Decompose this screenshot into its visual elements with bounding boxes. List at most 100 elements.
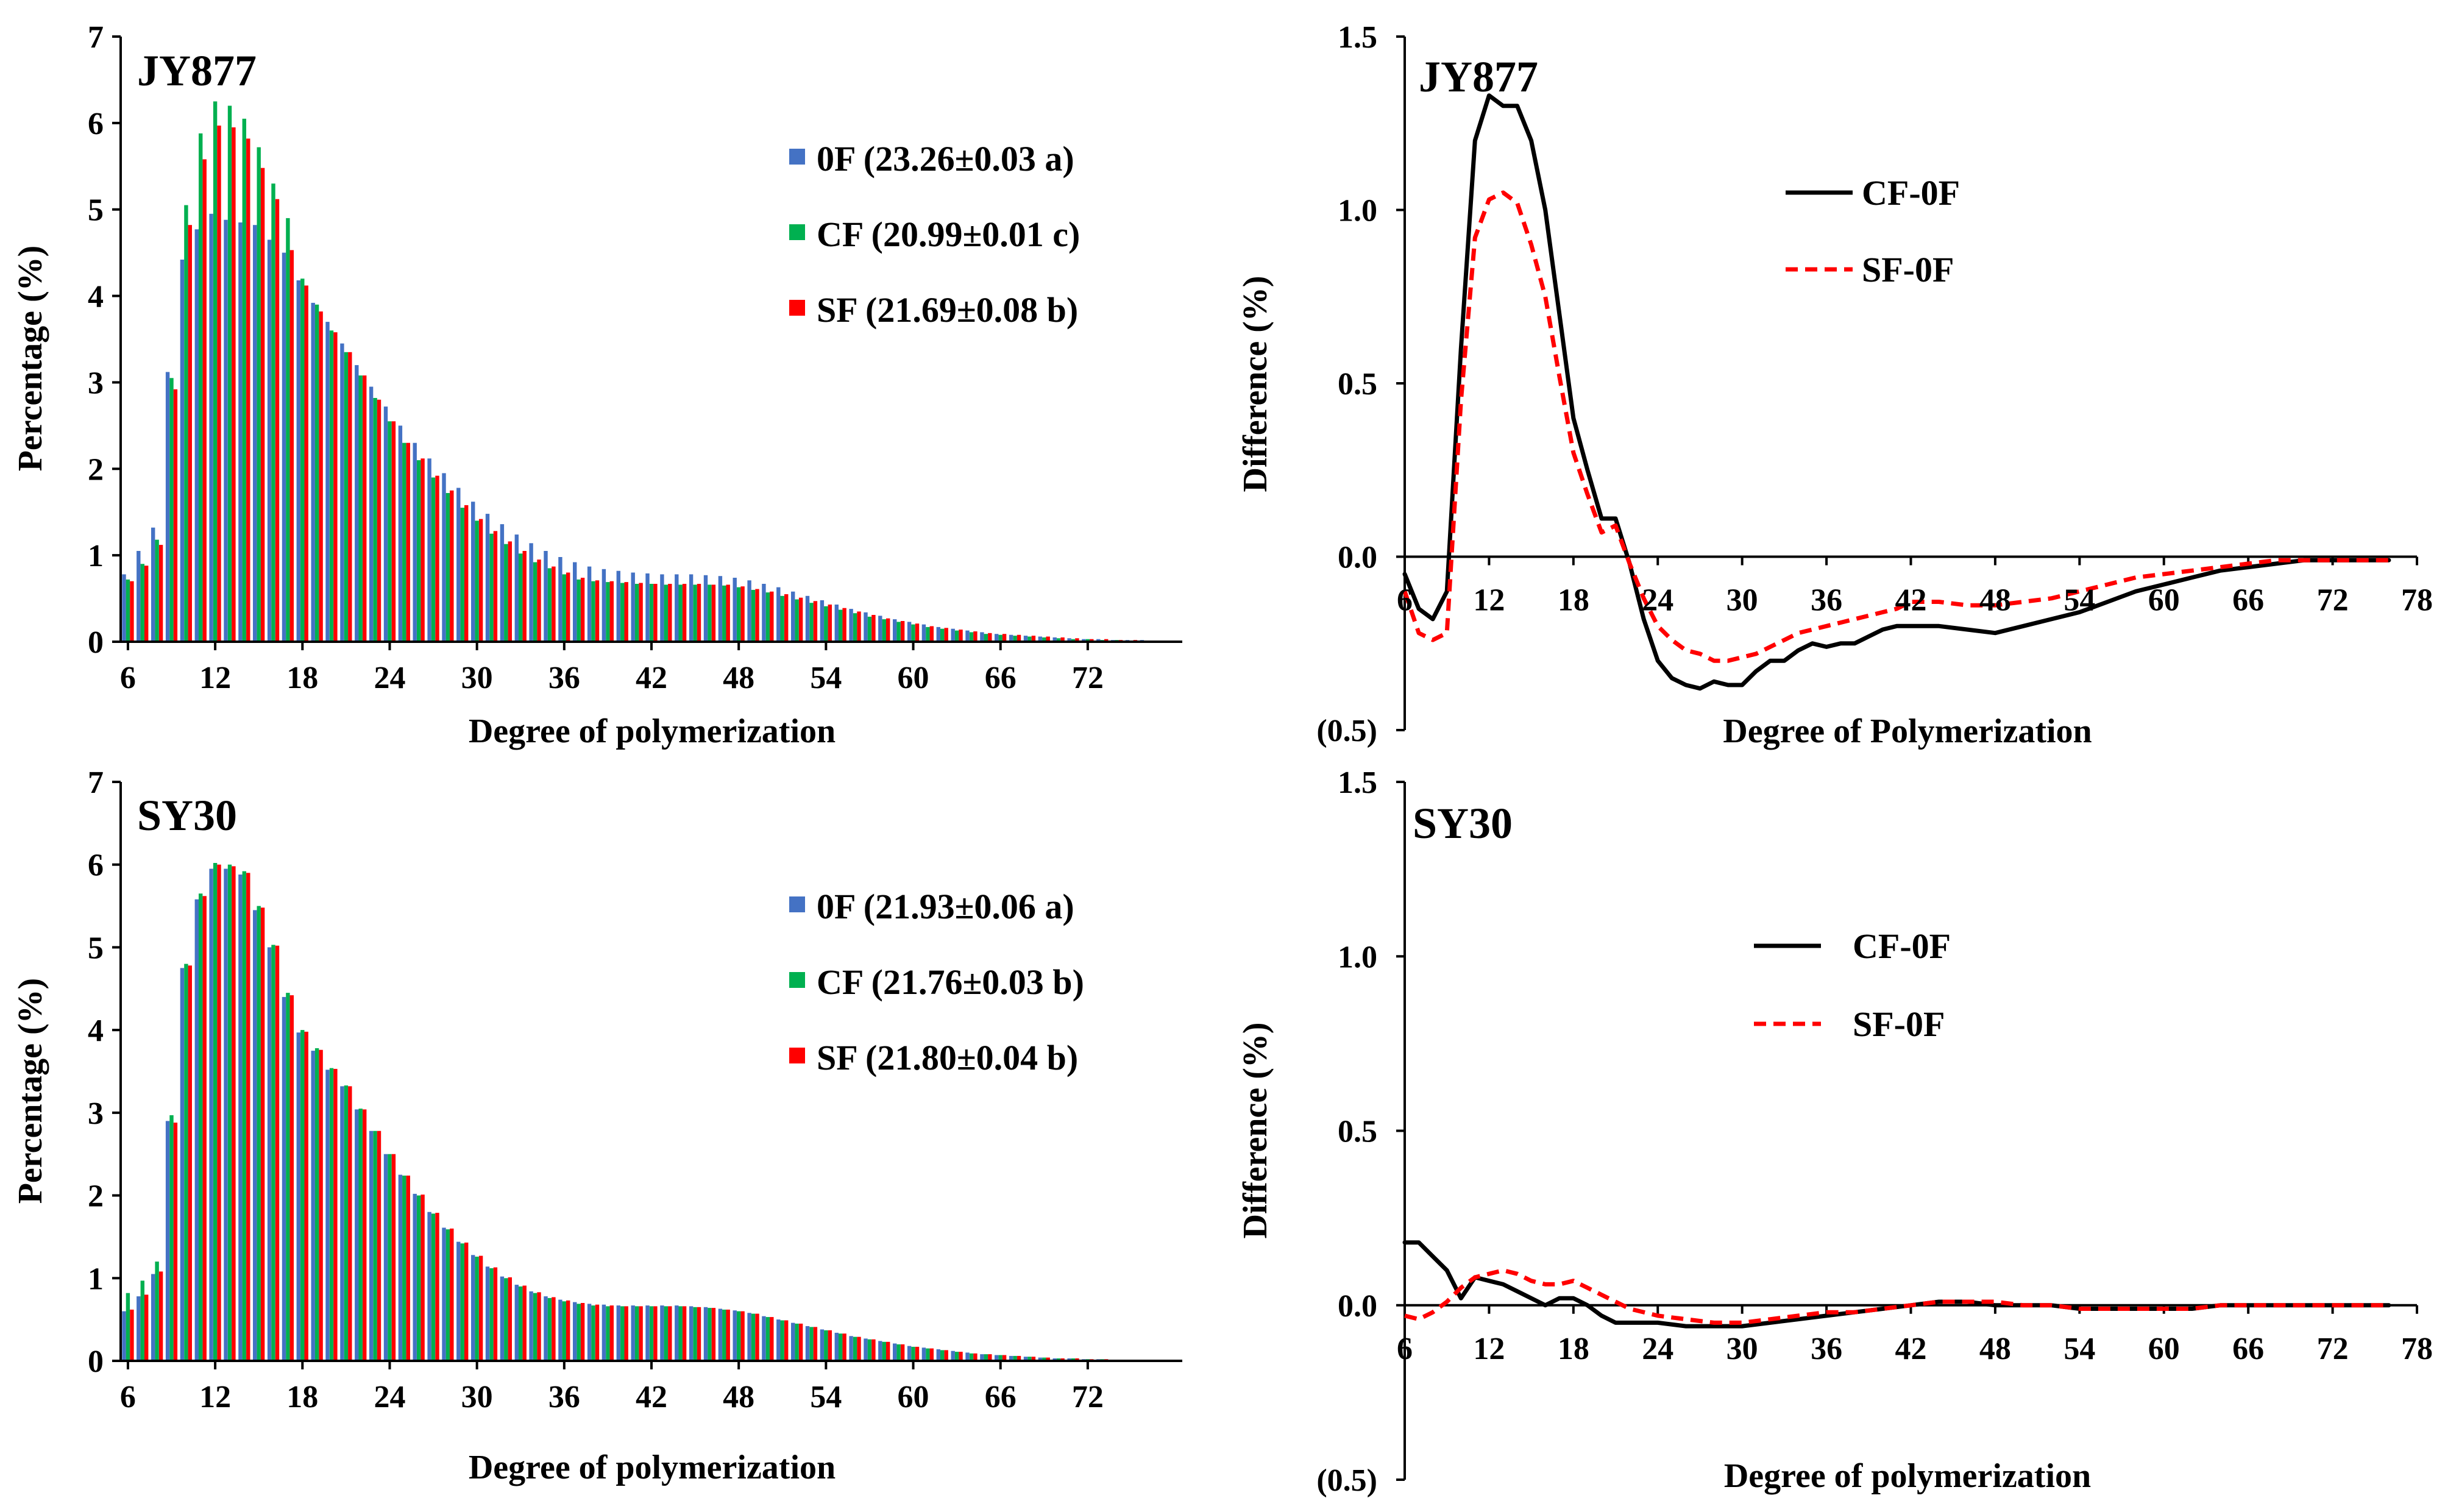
x-tick-label: 54	[810, 661, 842, 695]
bar-sf-dp33	[522, 1285, 527, 1361]
y-axis-label: Difference (%)	[1237, 1022, 1274, 1238]
legend-label-sf: SF-0F	[1853, 1004, 1945, 1044]
bar-sf-dp48	[740, 586, 745, 642]
bar-sf-dp23	[377, 399, 381, 642]
bar-sf-dp44	[682, 1306, 687, 1361]
bar-of-dp37	[573, 1302, 577, 1361]
bar-cf-dp66	[998, 634, 1002, 642]
axes	[1396, 35, 2418, 731]
bar-sf-dp52	[798, 1323, 803, 1361]
bar-of-dp69	[1038, 1357, 1042, 1361]
bar-of-dp47	[718, 576, 723, 642]
bar-sf-dp47	[726, 1309, 730, 1361]
panel-jy877-difference: (0.5) 0.0 0.5 1.0 1.5 6 12 18 24 30 36 42 48 54 60 66 72…	[1237, 20, 2433, 750]
y-tick-label: 4	[88, 280, 104, 314]
y-tick-label: 1.5	[1338, 765, 1377, 800]
x-tick-label: 66	[985, 661, 1017, 695]
bar-sf-dp43	[668, 1306, 672, 1361]
bar-of-dp16	[267, 240, 272, 642]
bar-cf-dp64	[969, 632, 974, 642]
bar-of-dp64	[965, 1352, 970, 1361]
bar-of-dp57	[864, 612, 868, 642]
x-tick-label: 54	[810, 1380, 842, 1414]
x-tick-label: 48	[723, 1380, 754, 1414]
bar-of-dp36	[558, 1299, 562, 1361]
bar-sf-dp66	[1002, 1355, 1007, 1361]
x-tick-label: 60	[898, 1380, 929, 1414]
bar-cf-dp63	[954, 630, 959, 642]
legend: CF-0F SF-0F	[1754, 926, 1951, 1044]
bar-cf-dp42	[649, 1306, 654, 1361]
x-tick-label: 48	[1979, 1332, 2011, 1366]
bar-sf-dp19	[319, 1049, 323, 1361]
bar-of-dp6	[122, 1311, 126, 1361]
bar-of-dp52	[791, 591, 795, 642]
bar-cf-dp34	[533, 1293, 538, 1361]
bar-sf-dp35	[552, 566, 556, 642]
bar-of-dp21	[340, 1086, 344, 1361]
bar-of-dp54	[820, 1329, 825, 1361]
bar-sf-dp59	[900, 1344, 905, 1361]
x-axis-label: Degree of polymerization	[469, 1449, 836, 1486]
bar-sf-dp19	[319, 311, 323, 642]
legend: 0F (21.93±0.06 a) CF (21.76±0.03 b) SF (…	[789, 887, 1084, 1077]
bar-sf-dp35	[552, 1297, 556, 1361]
bar-of-dp19	[311, 1051, 315, 1361]
bar-of-dp44	[675, 1305, 679, 1361]
bar-of-dp34	[529, 543, 533, 642]
bar-sf-dp40	[624, 1306, 628, 1361]
bar-of-dp40	[616, 570, 620, 642]
bar-of-dp57	[864, 1338, 868, 1361]
bar-cf-dp44	[678, 584, 683, 642]
bar-sf-dp42	[653, 584, 658, 642]
x-tick-label: 72	[2317, 583, 2349, 618]
bar-sf-dp31	[493, 531, 498, 642]
bar-of-dp45	[689, 574, 694, 642]
bar-sf-dp21	[348, 352, 352, 642]
bar-cf-dp15	[257, 906, 261, 1361]
legend-label-sf: SF (21.80±0.04 b)	[817, 1038, 1078, 1077]
bar-of-dp62	[936, 626, 940, 642]
chart-title: SY30	[1413, 799, 1513, 848]
bar-sf-dp21	[348, 1086, 352, 1361]
bar-of-dp47	[718, 1308, 723, 1361]
bar-of-dp13	[224, 868, 228, 1361]
line-marks	[1402, 1240, 2391, 1329]
bar-cf-dp34	[533, 562, 538, 642]
legend-swatch-0f	[789, 149, 805, 165]
bar-sf-dp66	[1002, 634, 1007, 642]
bar-cf-dp13	[227, 105, 232, 642]
legend: 0F (23.26±0.03 a) CF (20.99±0.01 c) SF (…	[789, 139, 1080, 330]
x-tick-label: 6	[1397, 1332, 1413, 1366]
bar-cf-dp47	[722, 585, 726, 642]
x-tick-label: 12	[1473, 583, 1505, 618]
bar-cf-dp7	[140, 1280, 144, 1361]
bar-of-dp23	[369, 1130, 374, 1361]
y-tick-label: 1.5	[1338, 20, 1377, 55]
bar-sf-dp39	[609, 1305, 614, 1361]
bar-of-dp12	[209, 868, 213, 1361]
bar-cf-dp23	[373, 1130, 377, 1361]
bar-of-dp8	[151, 1274, 155, 1361]
bar-of-dp73	[1096, 639, 1101, 642]
bar-cf-dp12	[213, 863, 218, 1361]
bar-cf-dp22	[358, 1109, 363, 1361]
bar-sf-dp8	[158, 1271, 163, 1361]
bar-sf-dp68	[1031, 1357, 1036, 1361]
bar-cf-dp7	[140, 564, 144, 642]
bar-sf-dp50	[770, 1317, 774, 1361]
x-tick-label: 24	[1642, 583, 1673, 618]
bar-of-dp20	[325, 1070, 330, 1361]
bar-of-dp69	[1038, 636, 1042, 642]
x-tick-label: 24	[374, 1380, 405, 1414]
bar-sf-dp11	[202, 159, 207, 642]
bar-sf-dp9	[173, 389, 178, 642]
bar-cf-dp59	[896, 1344, 901, 1361]
bar-of-dp60	[907, 622, 912, 642]
bar-sf-dp29	[464, 1242, 469, 1361]
bar-of-dp25	[398, 1174, 403, 1361]
bar-of-dp42	[645, 573, 650, 642]
bar-sf-dp16	[275, 945, 280, 1361]
bar-cf-dp26	[417, 1195, 421, 1361]
